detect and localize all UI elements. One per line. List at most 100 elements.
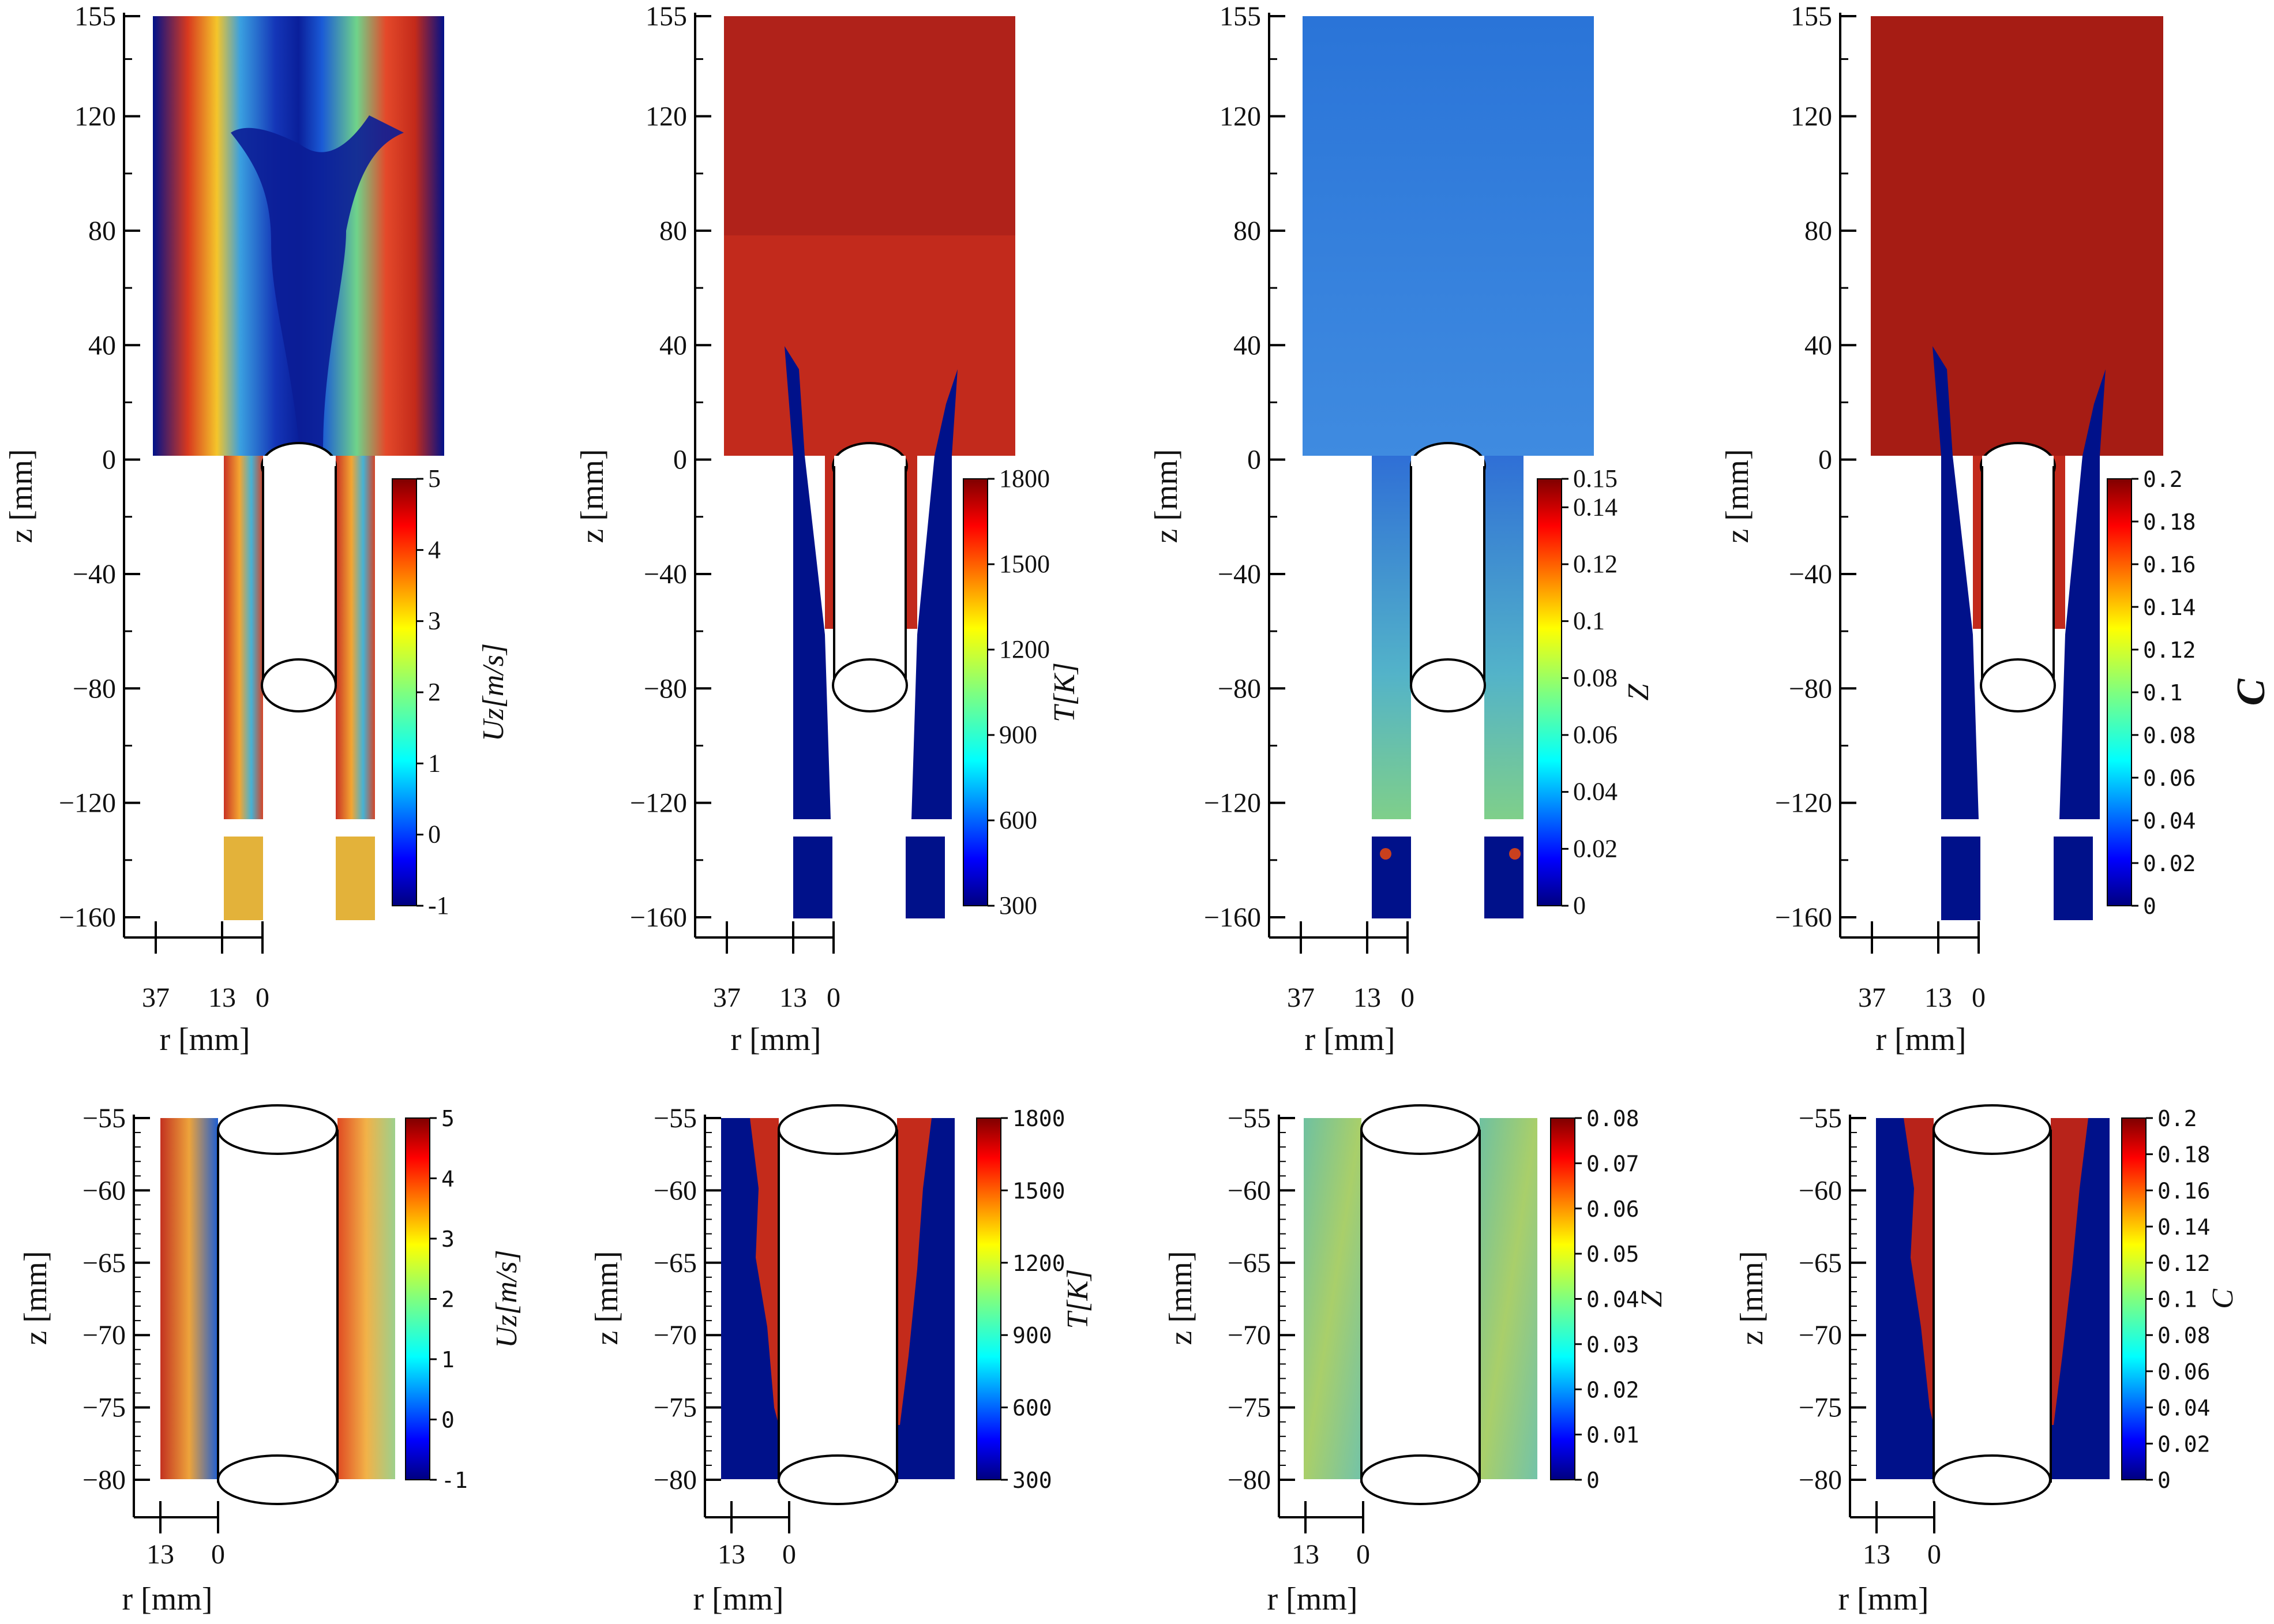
colorbar-tick-label: 1500 bbox=[1012, 1178, 1065, 1203]
temperature-right-flame bbox=[911, 369, 958, 819]
y-tick-label: −80 bbox=[1228, 1465, 1271, 1495]
panel-top-mixture-fraction bbox=[1303, 16, 1594, 918]
panel-bottom-progress-variable bbox=[1876, 1104, 2110, 1505]
colorbar-title: Z bbox=[1622, 683, 1655, 700]
x-tick-label: 0 bbox=[827, 982, 840, 1013]
y-tick-label: −65 bbox=[1228, 1248, 1271, 1278]
x-tick-label: 13 bbox=[1924, 982, 1952, 1013]
colorbar-tick-label: 0.03 bbox=[1586, 1332, 1639, 1357]
colorbar-tick-label: 600 bbox=[1012, 1396, 1052, 1421]
temperature-left-flame bbox=[785, 346, 831, 819]
y-tick-label: −80 bbox=[644, 673, 687, 704]
y-tick-label: −120 bbox=[1204, 788, 1261, 819]
zoom-mixture-fraction-left-annulus bbox=[1304, 1118, 1361, 1479]
colorbar-tick-label: 0.2 bbox=[2157, 1106, 2197, 1131]
zoom-bluff-body bbox=[779, 1130, 897, 1479]
y-tick-label: −80 bbox=[73, 673, 116, 704]
y-tick-label: −65 bbox=[654, 1248, 697, 1278]
y-tick-label: −70 bbox=[82, 1320, 126, 1351]
colorbar-tick-label: 0.04 bbox=[2143, 808, 2196, 834]
colorbar bbox=[392, 478, 417, 906]
x-tick-label: 37 bbox=[1287, 982, 1315, 1013]
colorbar-tick-label: 0.02 bbox=[1573, 834, 1618, 862]
y-tick-label: −55 bbox=[82, 1103, 126, 1134]
colorbar-tick-label: 1 bbox=[441, 1347, 455, 1372]
y-tick-label: −55 bbox=[1799, 1103, 1842, 1134]
y-tick-label: 40 bbox=[1233, 330, 1261, 361]
x-tick-label: 0 bbox=[211, 1539, 225, 1570]
colorbar-tick-label: 2 bbox=[428, 678, 441, 706]
colorbar bbox=[2121, 1117, 2147, 1480]
y-tick-label: 80 bbox=[88, 216, 116, 246]
y-tick-label: 80 bbox=[659, 216, 687, 246]
x-tick-label: 13 bbox=[1353, 982, 1381, 1013]
x-axis-title: r [mm] bbox=[730, 1022, 821, 1057]
colorbar-tick-label: 1200 bbox=[999, 635, 1050, 663]
progress-right-inlet bbox=[2054, 837, 2093, 920]
colorbar-tick-label: 0.02 bbox=[2157, 1431, 2211, 1457]
colorbar-tick-label: 0.16 bbox=[2157, 1178, 2211, 1203]
progress-field-combustor bbox=[1871, 16, 2163, 456]
panel-bottom-velocity bbox=[160, 1104, 395, 1505]
y-tick-label: −75 bbox=[82, 1393, 126, 1423]
panel-bottom-temperature bbox=[721, 1104, 955, 1505]
x-tick-label: 0 bbox=[256, 982, 269, 1013]
colorbar-tick-label: 0.04 bbox=[1573, 778, 1618, 806]
colorbar-title: Uz[m/s] bbox=[477, 643, 510, 742]
y-tick-label: −80 bbox=[1799, 1465, 1842, 1495]
zoom-temperature-right-flame bbox=[897, 1118, 932, 1425]
x-tick-label: 0 bbox=[1401, 982, 1414, 1013]
x-axis-title: r [mm] bbox=[159, 1022, 250, 1057]
y-tick-label: −120 bbox=[1775, 788, 1832, 819]
colorbar-tick-label: 0 bbox=[428, 820, 441, 849]
zoom-bluff-body-bottom-ellipse bbox=[1932, 1454, 2051, 1505]
colorbar bbox=[976, 1117, 1001, 1480]
y-tick-label: −40 bbox=[644, 559, 687, 590]
x-tick-label: 37 bbox=[713, 982, 741, 1013]
colorbar-tick-label: 0.06 bbox=[2157, 1359, 2211, 1385]
colorbar-tick-label: 0.18 bbox=[2143, 509, 2196, 535]
colorbar-tick-label: 1800 bbox=[999, 464, 1050, 493]
colorbar-tick-label: 0.14 bbox=[2143, 595, 2196, 620]
mixture-fraction-field-combustor bbox=[1303, 16, 1594, 456]
x-tick-label: 37 bbox=[142, 982, 170, 1013]
y-tick-label: −55 bbox=[654, 1103, 697, 1134]
colorbar-tick-label: 1800 bbox=[1012, 1106, 1065, 1131]
colorbar-tick-label: 1200 bbox=[1012, 1251, 1065, 1276]
x-axis-title: r [mm] bbox=[1304, 1022, 1395, 1057]
colorbar-tick-label: 0.08 bbox=[1573, 663, 1618, 692]
velocity-low-speed-core bbox=[231, 115, 404, 450]
colorbar-tick-label: 0.1 bbox=[2143, 680, 2183, 706]
colorbar-tick-label: 0.08 bbox=[2143, 723, 2196, 748]
mixture-fraction-right-injector-spot bbox=[1509, 848, 1521, 860]
colorbar-tick-label: 0.02 bbox=[1586, 1377, 1639, 1402]
y-tick-label: −75 bbox=[1228, 1393, 1271, 1423]
panel-top-progress-variable bbox=[1871, 16, 2163, 920]
colorbar-tick-label: 600 bbox=[999, 806, 1037, 834]
x-tick-label: 0 bbox=[1356, 1539, 1370, 1570]
colorbar-tick-label: 0.06 bbox=[1573, 721, 1618, 749]
colorbar-tick-label: 300 bbox=[1012, 1468, 1052, 1493]
x-axis-title: r [mm] bbox=[1267, 1581, 1357, 1617]
y-tick-label: 155 bbox=[1219, 1, 1261, 32]
colorbar-tick-label: 900 bbox=[1012, 1323, 1052, 1348]
y-tick-label: −60 bbox=[654, 1175, 697, 1206]
bluff-body-bottom-ellipse bbox=[1980, 658, 2056, 712]
y-tick-label: −120 bbox=[630, 788, 687, 819]
y-axis-title: z [mm] bbox=[3, 449, 39, 543]
colorbar-tick-label: 0.06 bbox=[1586, 1197, 1639, 1222]
x-axis-title: r [mm] bbox=[122, 1581, 212, 1617]
y-tick-label: −80 bbox=[654, 1465, 697, 1495]
zoom-progress-left-flame bbox=[1904, 1118, 1934, 1425]
colorbar-title: Uz[m/s] bbox=[490, 1250, 523, 1348]
colorbar-tick-label: 2 bbox=[441, 1287, 455, 1312]
progress-right-flame bbox=[2059, 369, 2106, 819]
bluff-body-bottom-ellipse bbox=[832, 658, 908, 712]
bluff-body-bottom-ellipse bbox=[1410, 658, 1486, 712]
x-tick-label: 13 bbox=[1292, 1539, 1319, 1570]
y-tick-label: −160 bbox=[1204, 902, 1261, 933]
x-tick-label: 13 bbox=[779, 982, 807, 1013]
y-tick-label: −160 bbox=[59, 902, 116, 933]
progress-left-inlet bbox=[1941, 837, 1980, 920]
x-tick-label: 0 bbox=[1927, 1539, 1941, 1570]
